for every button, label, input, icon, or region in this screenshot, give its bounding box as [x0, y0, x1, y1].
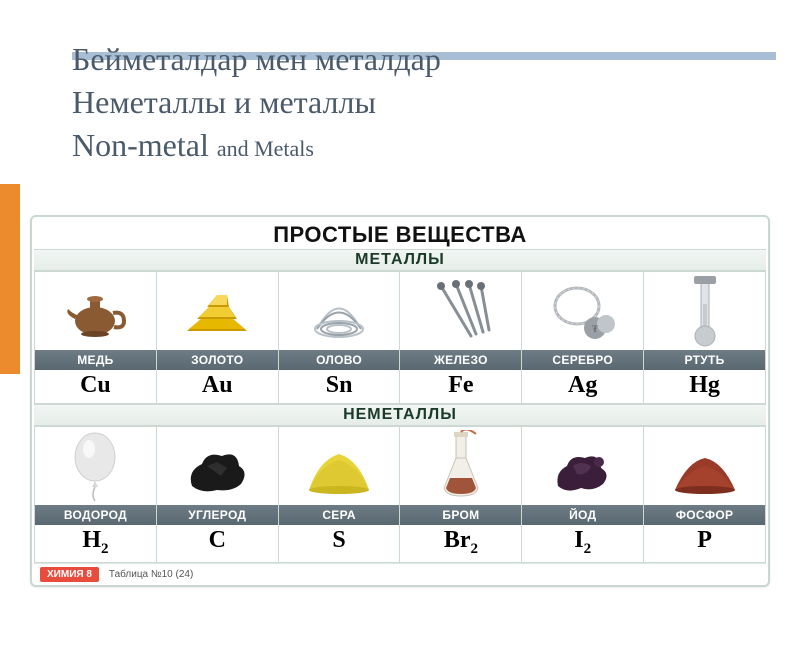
element-symbol: C: [157, 525, 278, 558]
element-symbol: H2: [35, 525, 156, 562]
sulfur-pile-icon: [279, 427, 400, 505]
element-name: УГЛЕРОД: [157, 505, 278, 525]
element-cell: ОЛОВОSn: [279, 271, 401, 404]
element-name: МЕДЬ: [35, 350, 156, 370]
nonmetals-header: НЕМЕТАЛЛЫ: [34, 404, 766, 426]
element-name: ОЛОВО: [279, 350, 400, 370]
element-cell: ВОДОРОДH2: [34, 426, 157, 563]
element-cell: ₮ СЕРЕБРОAg: [522, 271, 644, 404]
iodine-icon: [522, 427, 643, 505]
title-line-ru: Неметаллы и металлы: [72, 81, 750, 124]
footer-text: Таблица №10 (24): [109, 569, 193, 580]
chart-footer: ХИМИЯ 8 Таблица №10 (24): [34, 563, 766, 583]
element-name: ЗОЛОТО: [157, 350, 278, 370]
element-symbol: Br2: [400, 525, 521, 562]
substances-chart: ПРОСТЫЕ ВЕЩЕСТВА МЕТАЛЛЫ МЕДЬCu ЗОЛОТОAu: [30, 215, 770, 587]
metals-header: МЕТАЛЛЫ: [34, 249, 766, 271]
chart-main-title: ПРОСТЫЕ ВЕЩЕСТВА: [34, 219, 766, 249]
element-cell: МЕДЬCu: [34, 271, 157, 404]
element-symbol: P: [644, 525, 765, 558]
element-cell: РТУТЬHg: [644, 271, 766, 404]
element-symbol: S: [279, 525, 400, 558]
title-line-kk: Бейметалдар мен металдар: [72, 38, 750, 81]
element-name: РТУТЬ: [644, 350, 765, 370]
element-symbol: Fe: [400, 370, 521, 403]
element-symbol: Ag: [522, 370, 643, 403]
element-name: ЙОД: [522, 505, 643, 525]
element-cell: ЖЕЛЕЗОFe: [400, 271, 522, 404]
element-cell: ЙОДI2: [522, 426, 644, 563]
element-cell: ЗОЛОТОAu: [157, 271, 279, 404]
jewelry-icon: ₮: [522, 272, 643, 350]
element-name: ВОДОРОД: [35, 505, 156, 525]
footer-badge: ХИМИЯ 8: [40, 567, 99, 582]
element-symbol: Hg: [644, 370, 765, 403]
nonmetals-grid: ВОДОРОДH2 УГЛЕРОДC СЕРАS БРОМBr2 ЙОДI2: [34, 426, 766, 563]
element-symbol: Sn: [279, 370, 400, 403]
wire-coil-icon: [279, 272, 400, 350]
title-en-a: Non-metal: [72, 127, 217, 163]
svg-text:₮: ₮: [592, 324, 598, 334]
coal-icon: [157, 427, 278, 505]
element-symbol: Au: [157, 370, 278, 403]
element-name: БРОМ: [400, 505, 521, 525]
title-line-en: Non-metal and Metals: [72, 124, 750, 167]
element-cell: СЕРАS: [279, 426, 401, 563]
teapot-icon: [35, 272, 156, 350]
element-name: ЖЕЛЕЗО: [400, 350, 521, 370]
accent-bar: [0, 184, 20, 374]
flask-icon: [400, 427, 521, 505]
slide-title: Бейметалдар мен металдар Неметаллы и мет…: [72, 38, 750, 168]
element-symbol: I2: [522, 525, 643, 562]
powder-pile-icon: [644, 427, 765, 505]
gold-bars-icon: [157, 272, 278, 350]
metals-grid: МЕДЬCu ЗОЛОТОAu ОЛОВОSn: [34, 271, 766, 404]
element-cell: ФОСФОРP: [644, 426, 766, 563]
element-name: СЕРА: [279, 505, 400, 525]
element-cell: УГЛЕРОДC: [157, 426, 279, 563]
thermometer-icon: [644, 272, 765, 350]
title-en-b: and Metals: [217, 136, 314, 161]
element-symbol: Cu: [35, 370, 156, 403]
element-name: СЕРЕБРО: [522, 350, 643, 370]
nails-icon: [400, 272, 521, 350]
element-cell: БРОМBr2: [400, 426, 522, 563]
balloon-icon: [35, 427, 156, 505]
element-name: ФОСФОР: [644, 505, 765, 525]
